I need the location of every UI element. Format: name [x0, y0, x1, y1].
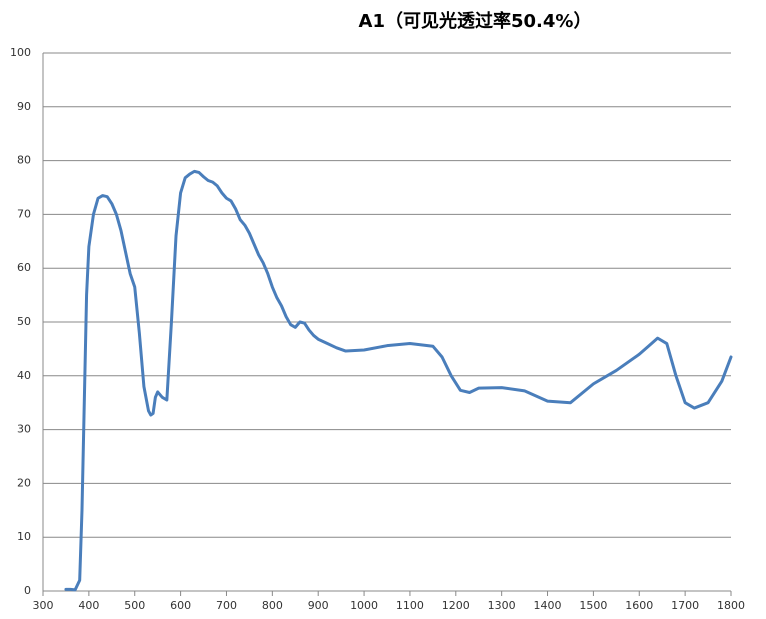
x-tick-label: 1500: [579, 599, 607, 612]
x-tick-label: 600: [170, 599, 191, 612]
x-tick-label: 1200: [442, 599, 470, 612]
y-tick-label: 40: [17, 369, 31, 382]
y-tick-label: 10: [17, 530, 31, 543]
y-tick-label: 60: [17, 261, 31, 274]
x-tick-label: 1300: [488, 599, 516, 612]
y-tick-label: 100: [10, 46, 31, 59]
x-tick-label: 1700: [671, 599, 699, 612]
y-tick-label: 30: [17, 423, 31, 436]
x-tick-label: 300: [33, 599, 54, 612]
x-tick-label: 1800: [717, 599, 745, 612]
x-tick-label: 1400: [534, 599, 562, 612]
y-tick-label: 80: [17, 154, 31, 167]
y-tick-label: 20: [17, 476, 31, 489]
x-tick-label: 800: [262, 599, 283, 612]
x-tick-label: 500: [124, 599, 145, 612]
y-tick-label: 70: [17, 207, 31, 220]
x-tick-label: 1000: [350, 599, 378, 612]
x-tick-label: 400: [78, 599, 99, 612]
x-tick-label: 900: [308, 599, 329, 612]
chart-title: A1（可见光透过率50.4%）: [359, 10, 592, 32]
y-tick-label: 50: [17, 315, 31, 328]
data-line: [64, 169, 733, 592]
x-tick-label: 1100: [396, 599, 424, 612]
y-tick-label: 90: [17, 100, 31, 113]
x-tick-label: 1600: [625, 599, 653, 612]
y-tick-label: 0: [24, 584, 31, 597]
x-tick-label: 700: [216, 599, 237, 612]
